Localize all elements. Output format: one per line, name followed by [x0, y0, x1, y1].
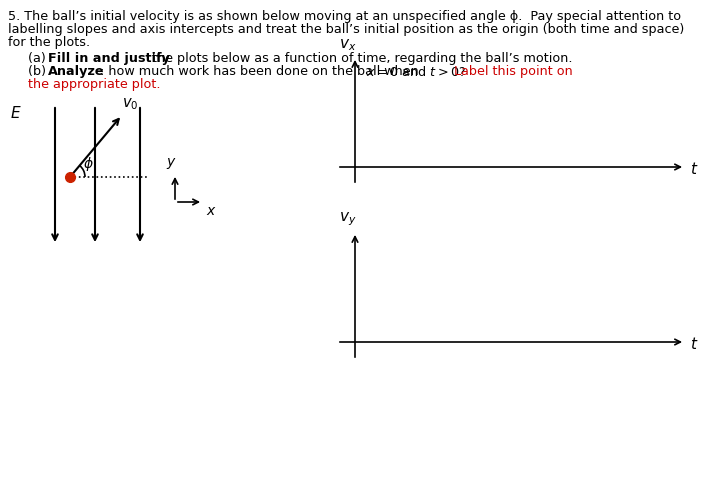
Text: (a): (a) — [28, 52, 54, 65]
Text: $t$: $t$ — [690, 161, 699, 177]
Text: 5. The ball’s initial velocity is as shown below moving at an unspecified angle : 5. The ball’s initial velocity is as sho… — [8, 10, 681, 23]
Text: Fill in and justify: Fill in and justify — [48, 52, 170, 65]
Text: : how much work has been done on the ball when: : how much work has been done on the bal… — [100, 65, 423, 78]
Text: $E$: $E$ — [10, 105, 22, 121]
Text: for the plots.: for the plots. — [8, 36, 90, 49]
Text: $x$: $x$ — [206, 204, 217, 218]
Text: labelling slopes and axis intercepts and treat the ball’s initial position as th: labelling slopes and axis intercepts and… — [8, 23, 684, 36]
Text: the appropriate plot.: the appropriate plot. — [28, 78, 161, 91]
Text: (b): (b) — [28, 65, 54, 78]
Text: Analyze: Analyze — [48, 65, 105, 78]
Text: the plots below as a function of time, regarding the ball’s motion.: the plots below as a function of time, r… — [148, 52, 572, 65]
Text: $v_0$: $v_0$ — [122, 96, 139, 112]
Text: $\phi$: $\phi$ — [83, 155, 94, 173]
Text: Label this point on: Label this point on — [454, 65, 573, 78]
Text: $v_y$: $v_y$ — [339, 210, 356, 228]
Text: $y$: $y$ — [166, 156, 177, 171]
Text: $t$: $t$ — [690, 336, 699, 352]
Text: $v_x$: $v_x$ — [339, 37, 356, 53]
Text: $x = 0$ and $t > 0$?: $x = 0$ and $t > 0$? — [366, 65, 466, 79]
